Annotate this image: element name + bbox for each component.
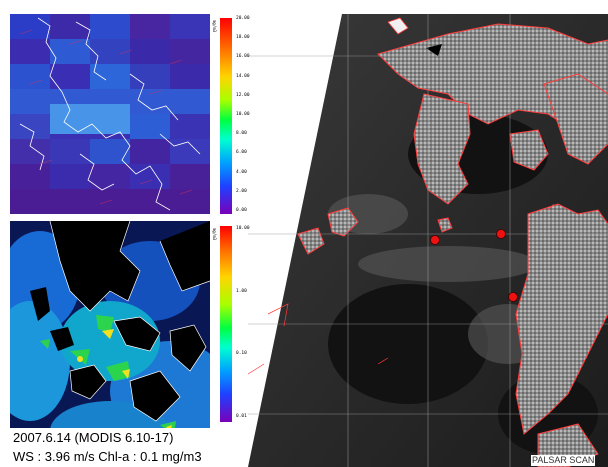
colorbar-top-tick-label: 16.00	[236, 54, 250, 60]
wind-speed-map	[10, 14, 210, 214]
caption-wind-chl: WS : 3.96 m/s Chl-a : 0.1 mg/m3	[13, 449, 202, 464]
colorbar-top-tick-label: 4.00	[236, 169, 247, 175]
colorbar-bottom-tick-label: 10.00	[236, 226, 250, 231]
station-marker-3	[508, 292, 518, 302]
chlorophyll-map	[10, 221, 210, 457]
colorbar-top-tick-label: 8.00	[236, 131, 247, 137]
palsar-sar-image	[248, 14, 608, 467]
colorbar-top-tick-label: 20.00	[236, 16, 250, 21]
caption-date: 2007.6.14 (MODIS 6.10-17)	[13, 430, 174, 445]
station-marker-2	[496, 229, 506, 239]
caption-box: 2007.6.14 (MODIS 6.10-17) WS : 3.96 m/s …	[10, 428, 231, 467]
colorbar-top-tick-label: 18.00	[236, 35, 250, 41]
colorbar-bottom-tick-label: 1.00	[236, 288, 247, 294]
colorbar-top-unit: mg/m3	[212, 20, 217, 33]
colorbar-bottom	[220, 226, 232, 422]
colorbar-top-tick-label: 14.00	[236, 73, 250, 79]
station-marker-1	[430, 235, 440, 245]
colorbar-top-tick-label: 6.00	[236, 150, 247, 156]
colorbar-bottom-unit: mg/m3	[212, 228, 217, 241]
colorbar-top	[220, 18, 232, 214]
colorbar-bottom-tick-label: 0.01	[236, 414, 247, 419]
colorbar-top-tick-label: 0.00	[236, 208, 247, 213]
colorbar-top-tick-label: 12.00	[236, 92, 250, 98]
colorbar-top-tick-label: 2.00	[236, 188, 247, 194]
colorbar-top-tick-label: 10.00	[236, 112, 250, 117]
colorbar-bottom-tick-label: 0.10	[236, 351, 247, 357]
palsar-scan-label: PALSAR SCAN	[531, 455, 596, 466]
